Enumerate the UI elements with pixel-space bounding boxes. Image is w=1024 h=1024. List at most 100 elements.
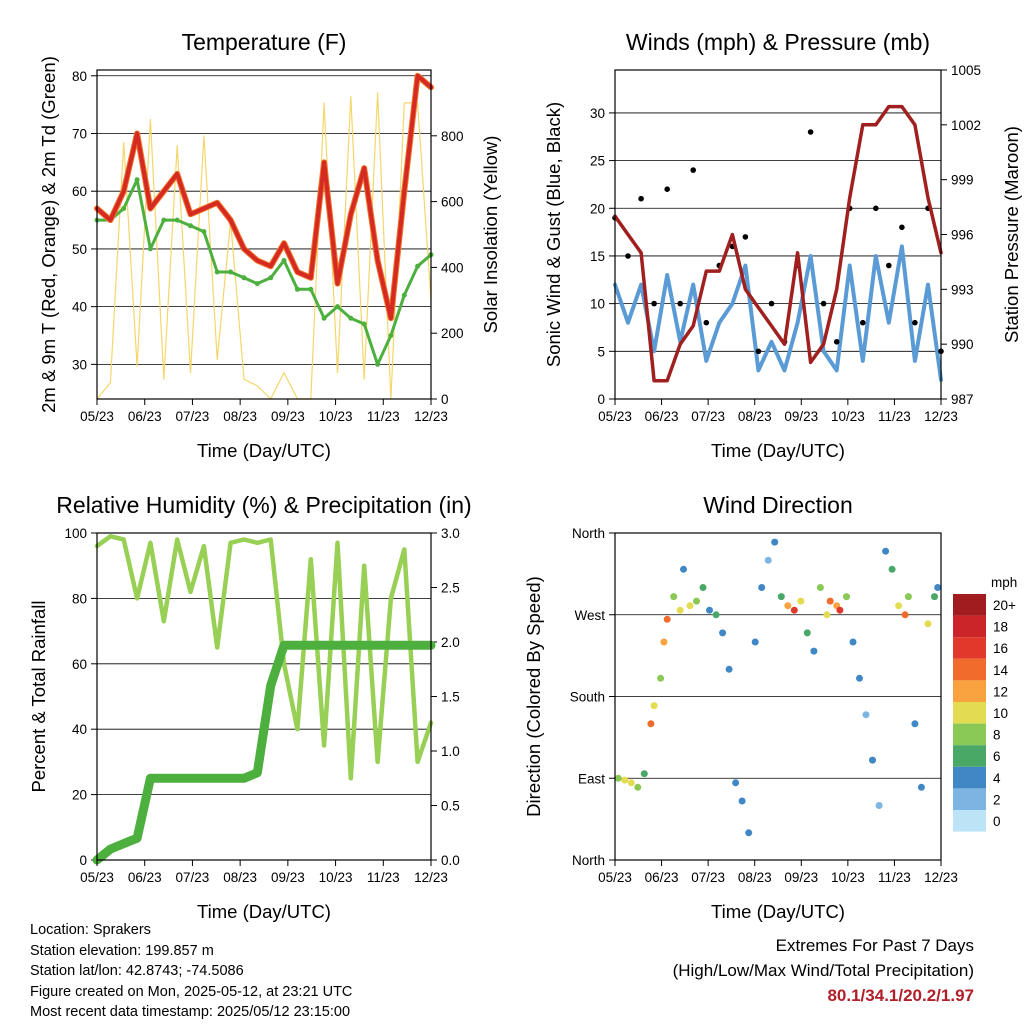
y-tick-label: 0 [79, 853, 87, 868]
y2-tick-label: 800 [441, 129, 464, 144]
y-axis-label: Direction (Colored By Speed) [523, 576, 544, 817]
dewpoint-point [121, 206, 127, 211]
legend-label: 18 [993, 620, 1008, 635]
x-tick-label: 06/23 [645, 409, 679, 424]
gust-point [742, 234, 749, 240]
y-tick-label: 100 [64, 526, 87, 541]
y-axis-label: 2m & 9m T (Red, Orange) & 2m Td (Green) [38, 56, 59, 413]
recent-text: Most recent data timestamp: 2025/05/12 2… [30, 1004, 351, 1020]
y-tick-label: 0 [597, 392, 605, 407]
x-tick-label: 06/23 [128, 409, 162, 424]
direction-point [758, 584, 766, 591]
extremes-subtitle: (High/Low/Max Wind/Total Precipitation) [672, 961, 974, 980]
x-tick-label: 07/23 [691, 409, 725, 424]
y2-tick-label: 1.5 [441, 690, 460, 705]
direction-point [634, 783, 642, 791]
dewpoint-point [375, 361, 381, 367]
chart-title: Wind Direction [703, 492, 853, 518]
direction-point [901, 611, 909, 619]
y2-tick-label: 990 [951, 337, 974, 352]
x-tick-label: 10/23 [831, 870, 865, 885]
legend-label: 10 [993, 706, 1008, 721]
direction-point [725, 665, 733, 673]
direction-point [706, 606, 713, 614]
direction-point [719, 629, 727, 637]
gust-point [651, 300, 657, 307]
direction-point [640, 770, 648, 778]
direction-point [797, 597, 805, 605]
direction-point [693, 597, 700, 605]
y2-axis-label: Solar Insolation (Yellow) [480, 136, 501, 334]
x-tick-label: 08/23 [738, 409, 772, 424]
direction-point [751, 638, 759, 646]
legend-swatch [953, 637, 986, 659]
gust-point [703, 319, 710, 326]
x-tick-label: 10/23 [319, 870, 353, 885]
direction-point [738, 797, 746, 805]
y2-tick-label: 0.5 [441, 799, 460, 814]
direction-point [862, 711, 870, 719]
direction-point [836, 606, 844, 614]
speed-legend: mph 20+ 18 16 14 12 10 8 6 4 2 0 [953, 575, 1017, 832]
dewpoint-point [281, 258, 287, 263]
legend-swatch [953, 615, 986, 638]
y-tick-label: 60 [72, 657, 87, 672]
y2-axis-label: Station Pressure (Maroon) [1001, 126, 1022, 343]
pressure-line [613, 104, 943, 383]
x-tick-label: 12/23 [924, 870, 958, 885]
y-tick-label: 30 [590, 106, 605, 121]
y-axis-label: Sonic Wind & Gust (Blue, Black) [543, 102, 564, 367]
chart-title: Relative Humidity (%) & Precipitation (i… [56, 492, 471, 518]
gust-point [833, 339, 840, 345]
y-tick-label: 20 [590, 201, 605, 216]
direction-point [895, 602, 903, 610]
x-tick-label: 07/23 [176, 870, 210, 885]
direction-point [924, 620, 932, 628]
dewpoint-point [348, 315, 354, 321]
x-axis-label: Time (Day/UTC) [711, 440, 845, 461]
x-axis-label: Time (Day/UTC) [197, 901, 331, 922]
y-tick-label: 10 [590, 297, 605, 312]
direction-point [849, 638, 857, 646]
direction-point [676, 606, 684, 614]
x-tick-label: 11/23 [367, 870, 400, 885]
direction-point [911, 720, 919, 728]
direction-point [934, 584, 942, 591]
y-tick-label: East [578, 771, 605, 786]
legend-label: 20+ [993, 598, 1016, 613]
extremes-values: 80.1/34.1/20.2/1.97 [827, 986, 974, 1005]
direction-point [614, 774, 622, 782]
x-tick-label: 05/23 [80, 870, 114, 885]
legend-swatch [953, 702, 986, 724]
x-tick-label: 10/23 [319, 409, 353, 424]
y2-tick-label: 1002 [951, 118, 981, 133]
direction-point [771, 538, 779, 546]
y2-tick-label: 1005 [951, 63, 981, 78]
y2-tick-label: 2.5 [441, 581, 460, 596]
legend-swatch [953, 766, 986, 789]
dewpoint-line [95, 178, 433, 366]
direction-point [823, 611, 831, 619]
legend-swatch [953, 723, 986, 746]
direction-point [650, 702, 658, 710]
y-tick-label: 40 [72, 722, 87, 737]
direction-point [660, 638, 668, 646]
gust-point [912, 319, 918, 326]
dewpoint-point [241, 275, 247, 281]
y2-tick-label: 400 [441, 260, 464, 275]
humidity-precip-chart: 0 20 40 60 80 100 0.0 0.5 1.0 1.5 2.0 2.5 3.0 05/23 06… [28, 492, 472, 922]
direction-point [777, 593, 785, 601]
y2-tick-label: 1.0 [441, 744, 460, 759]
legend-label: 0 [993, 814, 1001, 829]
dewpoint-point [188, 223, 193, 229]
y-tick-label: 30 [72, 357, 87, 372]
y-axis-label: Percent & Total Rainfall [28, 601, 49, 793]
gust-point [899, 224, 905, 231]
dewpoint-point [174, 217, 180, 223]
gust-point [820, 300, 827, 307]
gust-point [886, 262, 892, 269]
y-tick-label: 25 [590, 154, 605, 169]
